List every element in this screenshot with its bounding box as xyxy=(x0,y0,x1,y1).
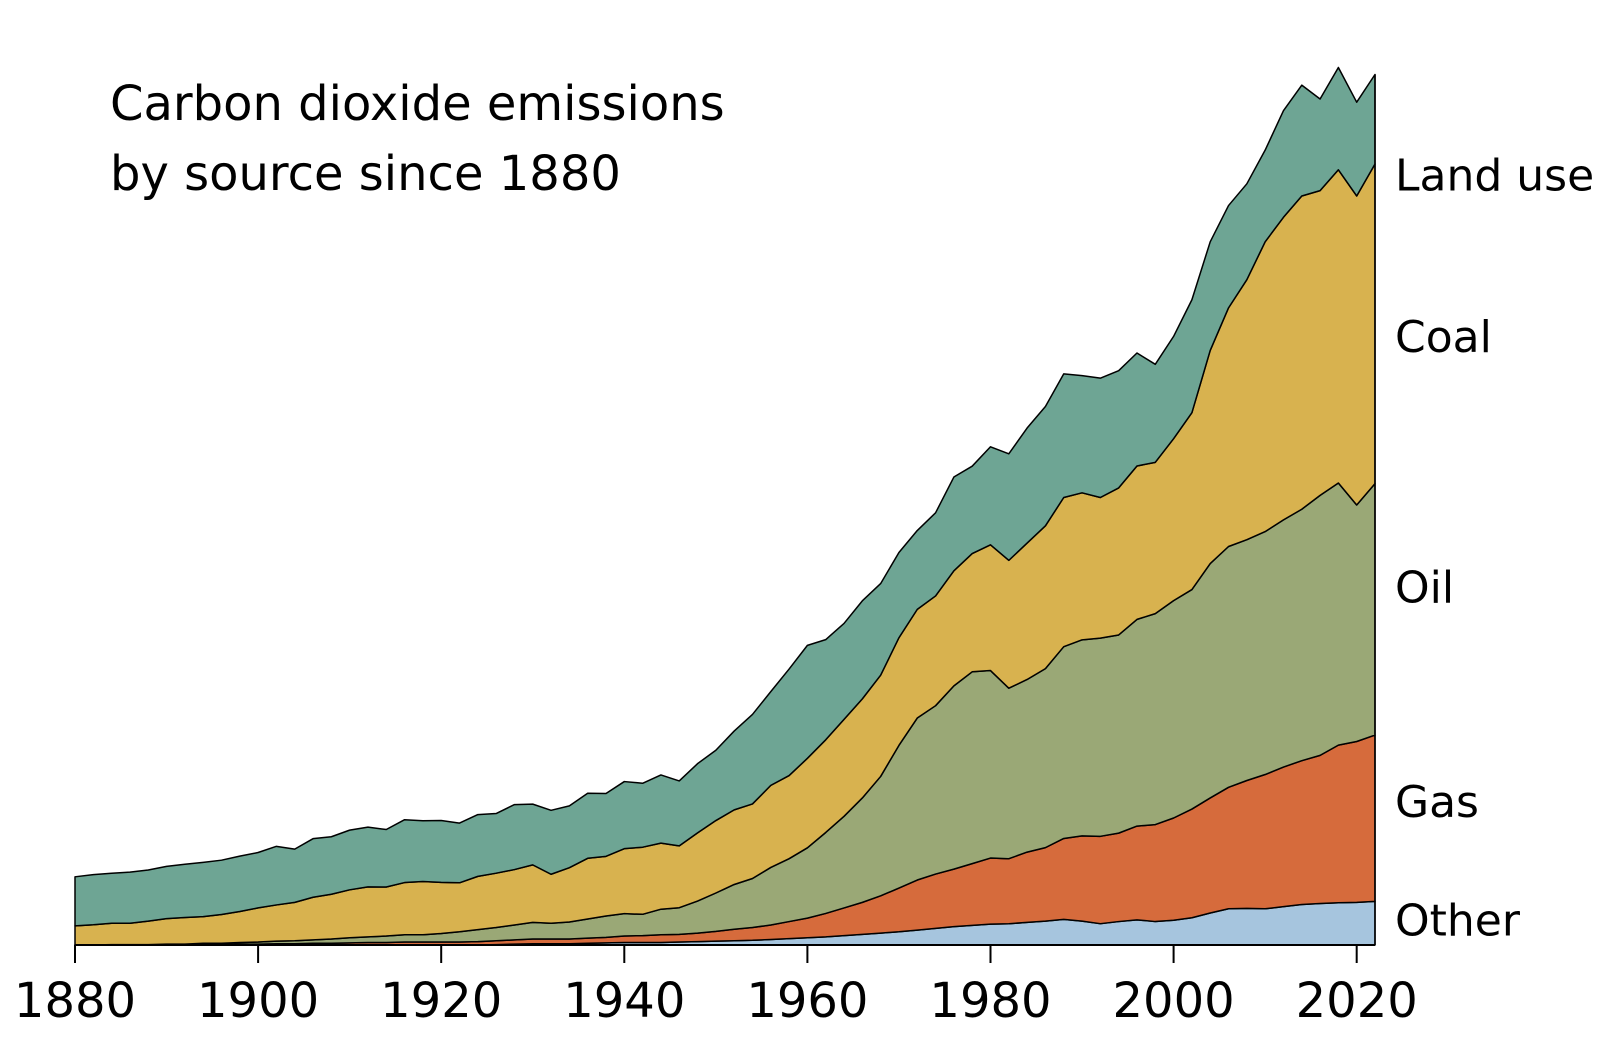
x-tick-label: 1940 xyxy=(563,973,685,1029)
x-tick-label: 1880 xyxy=(14,973,136,1029)
series-label-oil: Oil xyxy=(1395,562,1454,613)
series-label-coal: Coal xyxy=(1395,312,1492,363)
series-label-other: Other xyxy=(1395,895,1521,946)
x-tick-label: 1900 xyxy=(197,973,319,1029)
chart-title-line2: by source since 1880 xyxy=(110,146,621,202)
series-label-gas: Gas xyxy=(1395,777,1479,828)
x-tick-label: 2020 xyxy=(1296,973,1418,1029)
x-tick-label: 1920 xyxy=(380,973,502,1029)
x-tick-label: 2000 xyxy=(1113,973,1235,1029)
x-tick-label: 1960 xyxy=(746,973,868,1029)
series-label-land-use: Land use xyxy=(1395,151,1594,202)
emissions-area-chart: 1880 1900 1920 1940 1960 1980 2000 2020 Land use… xyxy=(0,0,1600,1059)
chart-container: 1880 1900 1920 1940 1960 1980 2000 2020 Land use… xyxy=(0,0,1600,1059)
x-tick-label: 1980 xyxy=(929,973,1051,1029)
chart-title-line1: Carbon dioxide emissions xyxy=(110,76,725,132)
